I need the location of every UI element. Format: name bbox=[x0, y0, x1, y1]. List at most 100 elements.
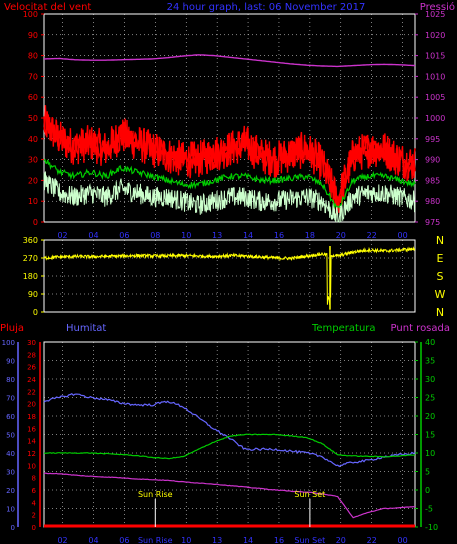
temp-tick-label: 30 bbox=[425, 375, 435, 384]
humidity-tick-label: 10 bbox=[6, 506, 15, 514]
x-tick-label: 22 bbox=[367, 231, 377, 240]
x-tick-label: 04 bbox=[88, 536, 98, 544]
x-tick-label: 22 bbox=[367, 536, 377, 544]
humidity-tick-label: 90 bbox=[6, 358, 15, 366]
x-tick-label: 20 bbox=[336, 536, 346, 544]
rain-tick-label: 14 bbox=[27, 438, 36, 446]
x-tick-label: 02 bbox=[57, 536, 67, 544]
humidity-tick-label: 30 bbox=[6, 469, 15, 477]
humidity-tick-label: 100 bbox=[2, 339, 15, 347]
temp-tick-label: -10 bbox=[425, 523, 438, 532]
legend-humidity: Humitat bbox=[66, 323, 106, 334]
rain-tick-label: 10 bbox=[27, 462, 36, 470]
rain-tick-label: 20 bbox=[27, 401, 36, 409]
y-tick-label: 40 bbox=[28, 135, 38, 144]
series-dewpoint bbox=[43, 472, 416, 519]
y-tick-label: 60 bbox=[28, 93, 38, 102]
temp-tick-label: 35 bbox=[425, 357, 435, 366]
y-tick-label: 0 bbox=[33, 308, 38, 317]
x-tick-label: 10 bbox=[181, 231, 191, 240]
legend-dewpoint: Punt rosada bbox=[391, 323, 450, 334]
rain-tick-label: 26 bbox=[27, 364, 36, 372]
temp-tick-label: 0 bbox=[425, 486, 430, 495]
x-tick-label: 16 bbox=[274, 536, 284, 544]
series-wind-min bbox=[43, 171, 416, 223]
header: 24 hour graph, last: 06 November 2017 bbox=[167, 2, 366, 13]
humidity-tick-label: 20 bbox=[6, 487, 15, 495]
y-tick-label: 50 bbox=[28, 114, 38, 123]
humidity-tick-label: 50 bbox=[6, 432, 15, 440]
y2-tick-label: 1010 bbox=[425, 72, 445, 81]
sunset-label: Sun Set bbox=[294, 490, 325, 499]
plot-frame bbox=[43, 341, 416, 528]
x-tick-label: 14 bbox=[243, 231, 253, 240]
series-pressure bbox=[44, 54, 416, 68]
chart-title: 24 hour graph, last: 06 November 2017 bbox=[167, 2, 366, 13]
y2-tick-label: 1005 bbox=[425, 93, 445, 102]
humidity-tick-label: 70 bbox=[6, 395, 15, 403]
temp-tick-label: 40 bbox=[425, 338, 435, 347]
temp-tick-label: 20 bbox=[425, 412, 435, 421]
rain-tick-label: 24 bbox=[27, 376, 36, 384]
rain-tick-label: 16 bbox=[27, 425, 36, 433]
x-tick-label: Sun Set bbox=[294, 536, 325, 544]
x-tick-label: 10 bbox=[181, 536, 191, 544]
temp-tick-label: 5 bbox=[425, 468, 430, 477]
y2-tick-label: 1020 bbox=[425, 31, 445, 40]
legend-rain: Pluja bbox=[0, 323, 24, 334]
x-tick-label: 08 bbox=[150, 231, 160, 240]
y2-tick-label: 975 bbox=[425, 218, 440, 227]
compass-label: N bbox=[436, 234, 444, 247]
y-tick-label: 180 bbox=[23, 272, 38, 281]
rain-tick-label: 6 bbox=[32, 487, 37, 495]
y2-tick-label: 1015 bbox=[425, 52, 445, 61]
y-tick-label: 20 bbox=[28, 176, 38, 185]
x-tick-label: Sun Rise bbox=[138, 536, 173, 544]
sunrise-label: Sun Rise bbox=[138, 490, 173, 499]
y2-tick-label: 990 bbox=[425, 156, 440, 165]
y2-tick-label: 995 bbox=[425, 135, 440, 144]
rain-tick-label: 0 bbox=[32, 524, 36, 532]
y-tick-label: 10 bbox=[28, 197, 38, 206]
rain-tick-label: 18 bbox=[27, 413, 36, 421]
y-tick-label: 100 bbox=[23, 10, 38, 19]
x-tick-label: 14 bbox=[243, 536, 253, 544]
legend-temperature: Temperatura bbox=[311, 323, 376, 334]
series-wind-gust bbox=[43, 117, 416, 210]
rain-tick-label: 8 bbox=[32, 475, 36, 483]
x-tick-label: 00 bbox=[398, 536, 408, 544]
x-tick-label: 16 bbox=[274, 231, 284, 240]
y-tick-label: 90 bbox=[28, 290, 38, 299]
series-wind-direction bbox=[43, 246, 416, 305]
x-tick-label: 06 bbox=[119, 536, 129, 544]
rain-tick-label: 22 bbox=[27, 388, 36, 396]
temp-tick-label: -5 bbox=[425, 505, 433, 514]
humidity-temperature-panel: 0102030405060708090100024681012141618202… bbox=[0, 323, 450, 544]
x-tick-label: 04 bbox=[88, 231, 98, 240]
x-tick-label: 20 bbox=[336, 231, 346, 240]
wind-pressure-panel: 0102030405060708090100975980985990995100… bbox=[4, 1, 455, 240]
x-tick-label: 06 bbox=[119, 231, 129, 240]
rain-tick-label: 28 bbox=[27, 351, 36, 359]
x-tick-label: 00 bbox=[398, 231, 408, 240]
y-tick-label: 0 bbox=[33, 218, 38, 227]
rain-tick-label: 12 bbox=[27, 450, 36, 458]
temp-tick-label: 25 bbox=[425, 394, 435, 403]
temp-tick-label: 10 bbox=[425, 449, 435, 458]
humidity-tick-label: 60 bbox=[6, 413, 15, 421]
series-humidity bbox=[43, 392, 416, 468]
y-axis-label: Velocitat del vent bbox=[4, 2, 91, 13]
y-tick-label: 90 bbox=[28, 31, 38, 40]
y2-tick-label: 1025 bbox=[425, 10, 445, 19]
y2-tick-label: 1000 bbox=[425, 114, 445, 123]
y-tick-label: 270 bbox=[23, 254, 38, 263]
y-tick-label: 70 bbox=[28, 72, 38, 81]
series-temperature bbox=[43, 433, 416, 460]
rain-tick-label: 30 bbox=[27, 339, 36, 347]
x-tick-label: 13 bbox=[212, 231, 222, 240]
rain-tick-label: 2 bbox=[32, 512, 36, 520]
rain-tick-label: 4 bbox=[32, 499, 37, 507]
compass-label: E bbox=[437, 252, 444, 265]
x-tick-label: 02 bbox=[57, 231, 67, 240]
